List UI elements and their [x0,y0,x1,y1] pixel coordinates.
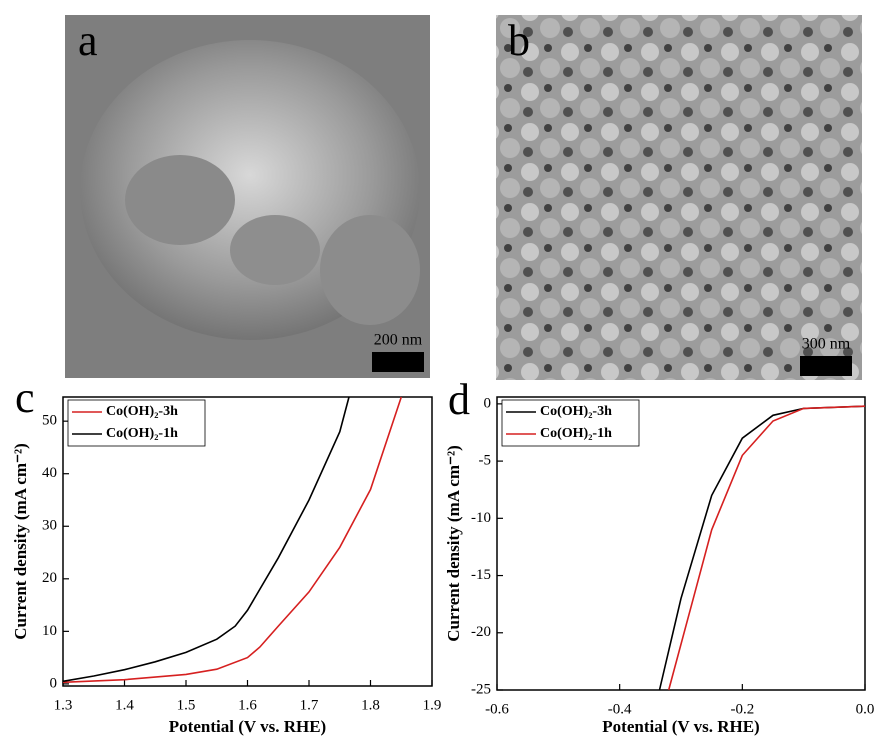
data-line [667,405,866,691]
y-tick-label: 0 [484,395,492,411]
legend-box [501,399,640,447]
y-tick-label: -25 [471,681,491,697]
panel-label: a [78,16,98,65]
panel-label: c [15,373,35,422]
x-tick-label: -0.2 [730,701,754,717]
x-tick-label: 1.8 [361,697,380,713]
x-tick-label: 0.0 [856,701,875,717]
y-tick-label: 50 [42,413,57,429]
scale-bar-label: 300 nm [802,336,851,353]
y-tick-label: 30 [42,518,57,534]
legend-box [67,399,206,447]
y-tick-label: 0 [50,675,58,691]
legend-label: Co(OH)₂-3h [106,404,178,419]
x-tick-label: 1.4 [115,697,134,713]
legend-label: Co(OH)₂-3h [540,404,612,419]
x-tick-label: 1.3 [54,697,73,713]
legend-label: Co(OH)₂-1h [540,426,612,441]
x-tick-label: 1.9 [423,697,442,713]
x-tick-label: -0.6 [485,701,509,717]
y-tick-label: -10 [471,510,491,526]
data-line [658,405,866,691]
x-axis-label: Potential (V vs. RHE) [169,717,326,736]
data-line [62,396,403,684]
y-tick-label: 10 [42,623,57,639]
y-tick-label: 20 [42,570,57,586]
panel-label: b [508,16,530,65]
y-axis-label: Current density (mA cm⁻²) [444,445,463,641]
legend-label: Co(OH)₂-1h [106,426,178,441]
plot-frame [496,396,866,691]
data-line [62,396,350,683]
sem-image-b: b 300 nm [496,15,862,380]
x-tick-label: 1.5 [177,697,196,713]
x-tick-label: -0.4 [608,701,632,717]
y-tick-label: -20 [471,624,491,640]
scale-bar-label: 200 nm [374,332,423,349]
x-tick-label: 1.7 [300,697,319,713]
y-axis-label: Current density (mA cm⁻²) [11,443,30,639]
y-tick-label: 40 [42,465,57,481]
x-tick-label: 1.6 [238,697,257,713]
y-tick-label: -15 [471,567,491,583]
panel-label: d [448,375,470,424]
y-tick-label: -5 [479,453,492,469]
sem-image-a: a 200 nm [65,15,430,378]
x-axis-label: Potential (V vs. RHE) [602,717,759,736]
